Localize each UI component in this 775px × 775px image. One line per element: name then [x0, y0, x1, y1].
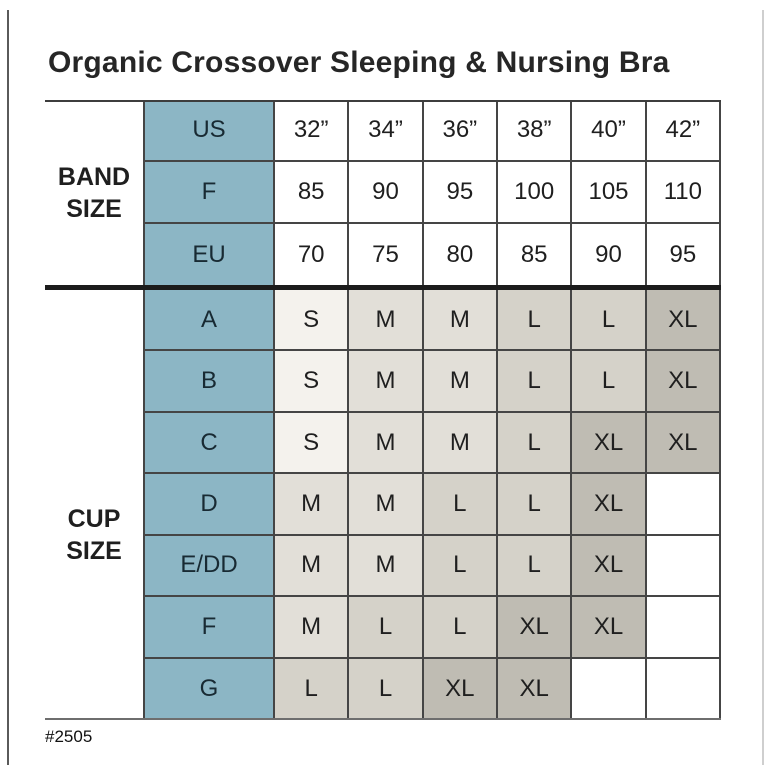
band-size-cell: 34”: [349, 100, 424, 162]
cup-size-cell: L: [275, 658, 350, 720]
product-code: #2505: [45, 727, 93, 746]
band-size-cell: 85: [275, 162, 350, 224]
size-chart-table: BAND SIZE CUP SIZE US 32” 34” 36” 38” 40” 42” F…: [45, 100, 721, 720]
cup-size-cell: M: [423, 412, 498, 475]
band-row-header: F: [145, 162, 275, 224]
cup-size-cell: M: [349, 351, 424, 413]
cup-size-cell: L: [498, 290, 573, 352]
cup-size-cell: M: [275, 474, 350, 536]
cup-row-header: B: [145, 351, 275, 413]
table-bottom-border: [45, 718, 721, 720]
cup-size-cell: S: [275, 351, 350, 413]
cup-size-cell: L: [498, 474, 573, 536]
cup-size-cell: S: [275, 290, 350, 352]
cup-size-cell: L: [349, 597, 424, 659]
cup-size-cell: XL: [572, 597, 647, 659]
cup-size-cell: XL: [646, 290, 721, 352]
band-size-cell: 38”: [498, 100, 573, 162]
cup-size-cell: XL: [646, 412, 721, 475]
right-edge-line: [762, 10, 764, 765]
band-size-label: BAND SIZE: [57, 163, 131, 223]
band-size-cell: 75: [349, 224, 424, 286]
cup-size-cell: L: [498, 535, 573, 598]
band-size-cell: 90: [572, 224, 647, 286]
band-size-cell: 110: [646, 162, 721, 224]
cup-size-cell: L: [423, 597, 498, 659]
cup-size-cell: M: [349, 290, 424, 352]
band-size-cell: 85: [498, 224, 573, 286]
cup-row-header: E/DD: [145, 535, 275, 598]
cup-size-cell: M: [423, 351, 498, 413]
cup-size-cell: L: [498, 412, 573, 475]
cup-size-cell: M: [349, 535, 424, 598]
cup-size-cell: L: [423, 474, 498, 536]
band-size-cell: 95: [423, 162, 498, 224]
cup-size-cell: M: [275, 535, 350, 598]
cup-size-cell: L: [572, 351, 647, 413]
band-size-cell: 90: [349, 162, 424, 224]
band-size-cell: 32”: [275, 100, 350, 162]
band-size-cell: 100: [498, 162, 573, 224]
cup-size-cell: M: [349, 474, 424, 536]
cup-size-cell: [646, 474, 721, 536]
band-size-cell: 80: [423, 224, 498, 286]
cup-size-cell: M: [275, 597, 350, 659]
band-size-cell: 40”: [572, 100, 647, 162]
cup-size-cell: XL: [423, 658, 498, 720]
band-cup-divider: [45, 285, 721, 290]
cup-size-cell: XL: [646, 351, 721, 413]
cup-size-cell: L: [498, 351, 573, 413]
cup-size-cell: L: [423, 535, 498, 598]
band-size-cell: 36”: [423, 100, 498, 162]
cup-size-cell: XL: [498, 597, 573, 659]
cup-size-cell: M: [349, 412, 424, 475]
cup-size-cell: L: [572, 290, 647, 352]
band-row-header: EU: [145, 224, 275, 286]
cup-size-cell: XL: [572, 412, 647, 475]
band-size-cell: 95: [646, 224, 721, 286]
cup-size-cell: [646, 535, 721, 598]
cup-size-cell: XL: [498, 658, 573, 720]
band-size-cell: 42”: [646, 100, 721, 162]
table-top-border: [45, 100, 721, 102]
cup-size-cell: L: [349, 658, 424, 720]
cup-size-grid: A S M M L L XL B S M M L L XL C S M M L XL XL D M M L L XL E/DD M M L L…: [143, 290, 721, 720]
band-size-cell: 105: [572, 162, 647, 224]
page-title: Organic Crossover Sleeping & Nursing Bra: [48, 46, 670, 79]
band-row-header: US: [145, 100, 275, 162]
cup-size-cell: XL: [572, 474, 647, 536]
cup-size-cell: [572, 658, 647, 720]
cup-row-header: A: [145, 290, 275, 352]
band-size-cell: 70: [275, 224, 350, 286]
cup-size-cell: XL: [572, 535, 647, 598]
cup-size-cell: S: [275, 412, 350, 475]
cup-row-header: G: [145, 658, 275, 720]
band-size-grid: US 32” 34” 36” 38” 40” 42” F 85 90 95 100 105 110 EU 70…: [143, 100, 721, 286]
left-edge-line: [7, 10, 9, 765]
cup-row-header: D: [145, 474, 275, 536]
cup-size-cell: [646, 597, 721, 659]
cup-row-header: F: [145, 597, 275, 659]
cup-size-cell: M: [423, 290, 498, 352]
cup-size-cell: [646, 658, 721, 720]
cup-row-header: C: [145, 412, 275, 475]
cup-size-label: CUP SIZE: [66, 505, 122, 565]
